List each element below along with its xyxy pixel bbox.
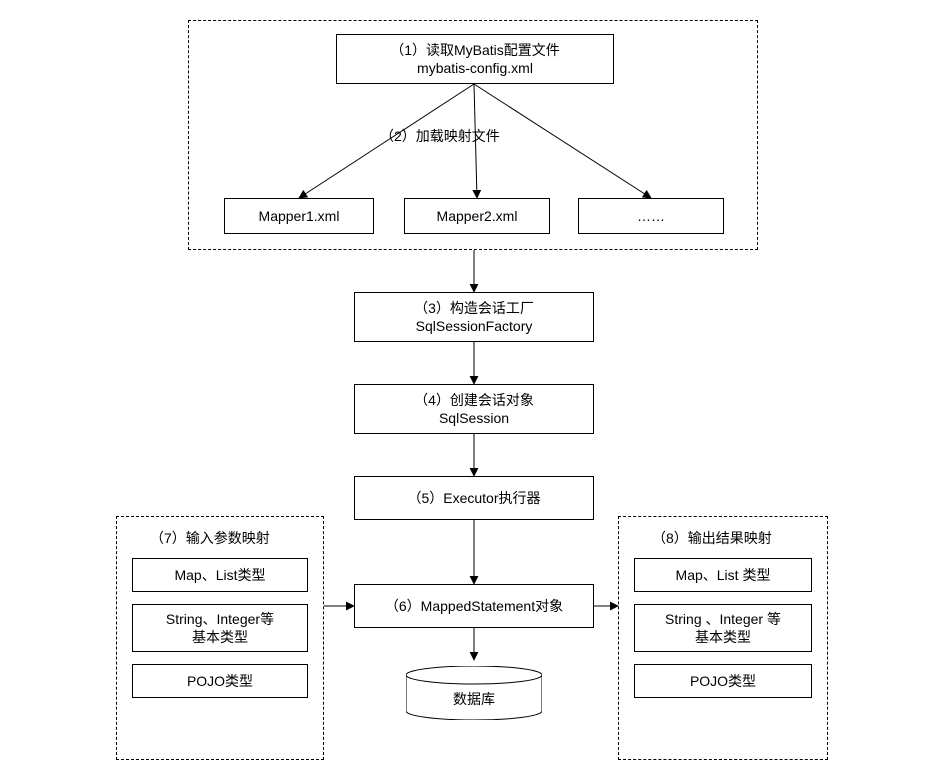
node-line1: …… — [637, 207, 665, 225]
label-input-param-mapping-title: （7）输入参数映射 — [150, 528, 270, 548]
node-line1: Mapper1.xml — [259, 207, 340, 225]
node-line1: POJO类型 — [187, 672, 253, 690]
node-line2: SqlSession — [439, 409, 509, 427]
node-line1: Mapper2.xml — [437, 207, 518, 225]
node-line1: （4）创建会话对象 — [414, 391, 534, 409]
node-mapper2: Mapper2.xml — [404, 198, 550, 234]
node-line1: （3）构造会话工厂 — [414, 299, 534, 317]
node-mappedstatement: （6）MappedStatement对象 — [354, 584, 594, 628]
node-line1: （5）Executor执行器 — [407, 489, 540, 507]
node-line1: POJO类型 — [690, 672, 756, 690]
node-sqlsession: （4）创建会话对象 SqlSession — [354, 384, 594, 434]
node-read-config: （1）读取MyBatis配置文件 mybatis-config.xml — [336, 34, 614, 84]
node-line2: 基本类型 — [192, 628, 248, 646]
node-input-map-list: Map、List类型 — [132, 558, 308, 592]
node-line1: （6）MappedStatement对象 — [385, 597, 563, 615]
node-sqlsessionfactory: （3）构造会话工厂 SqlSessionFactory — [354, 292, 594, 342]
node-line2: 基本类型 — [695, 628, 751, 646]
node-output-pojo: POJO类型 — [634, 664, 812, 698]
node-line1: Map、List 类型 — [676, 566, 771, 584]
node-line1: String 、Integer 等 — [665, 610, 781, 628]
node-input-basic-types: String、Integer等 基本类型 — [132, 604, 308, 652]
node-executor: （5）Executor执行器 — [354, 476, 594, 520]
label-step2-load-mappers: （2）加载映射文件 — [380, 126, 500, 146]
node-database: 数据库 — [406, 666, 542, 720]
node-line1: （1）读取MyBatis配置文件 — [390, 41, 560, 59]
diagram-canvas: （1）读取MyBatis配置文件 mybatis-config.xml Mapp… — [0, 0, 942, 775]
node-mapper-more: …… — [578, 198, 724, 234]
node-output-basic-types: String 、Integer 等 基本类型 — [634, 604, 812, 652]
node-input-pojo: POJO类型 — [132, 664, 308, 698]
node-line1: Map、List类型 — [174, 566, 265, 584]
database-label: 数据库 — [406, 689, 542, 709]
node-line2: SqlSessionFactory — [416, 317, 533, 335]
node-output-map-list: Map、List 类型 — [634, 558, 812, 592]
label-output-result-mapping-title: （8）输出结果映射 — [652, 528, 772, 548]
node-line2: mybatis-config.xml — [417, 59, 533, 77]
node-line1: String、Integer等 — [166, 610, 274, 628]
node-mapper1: Mapper1.xml — [224, 198, 374, 234]
